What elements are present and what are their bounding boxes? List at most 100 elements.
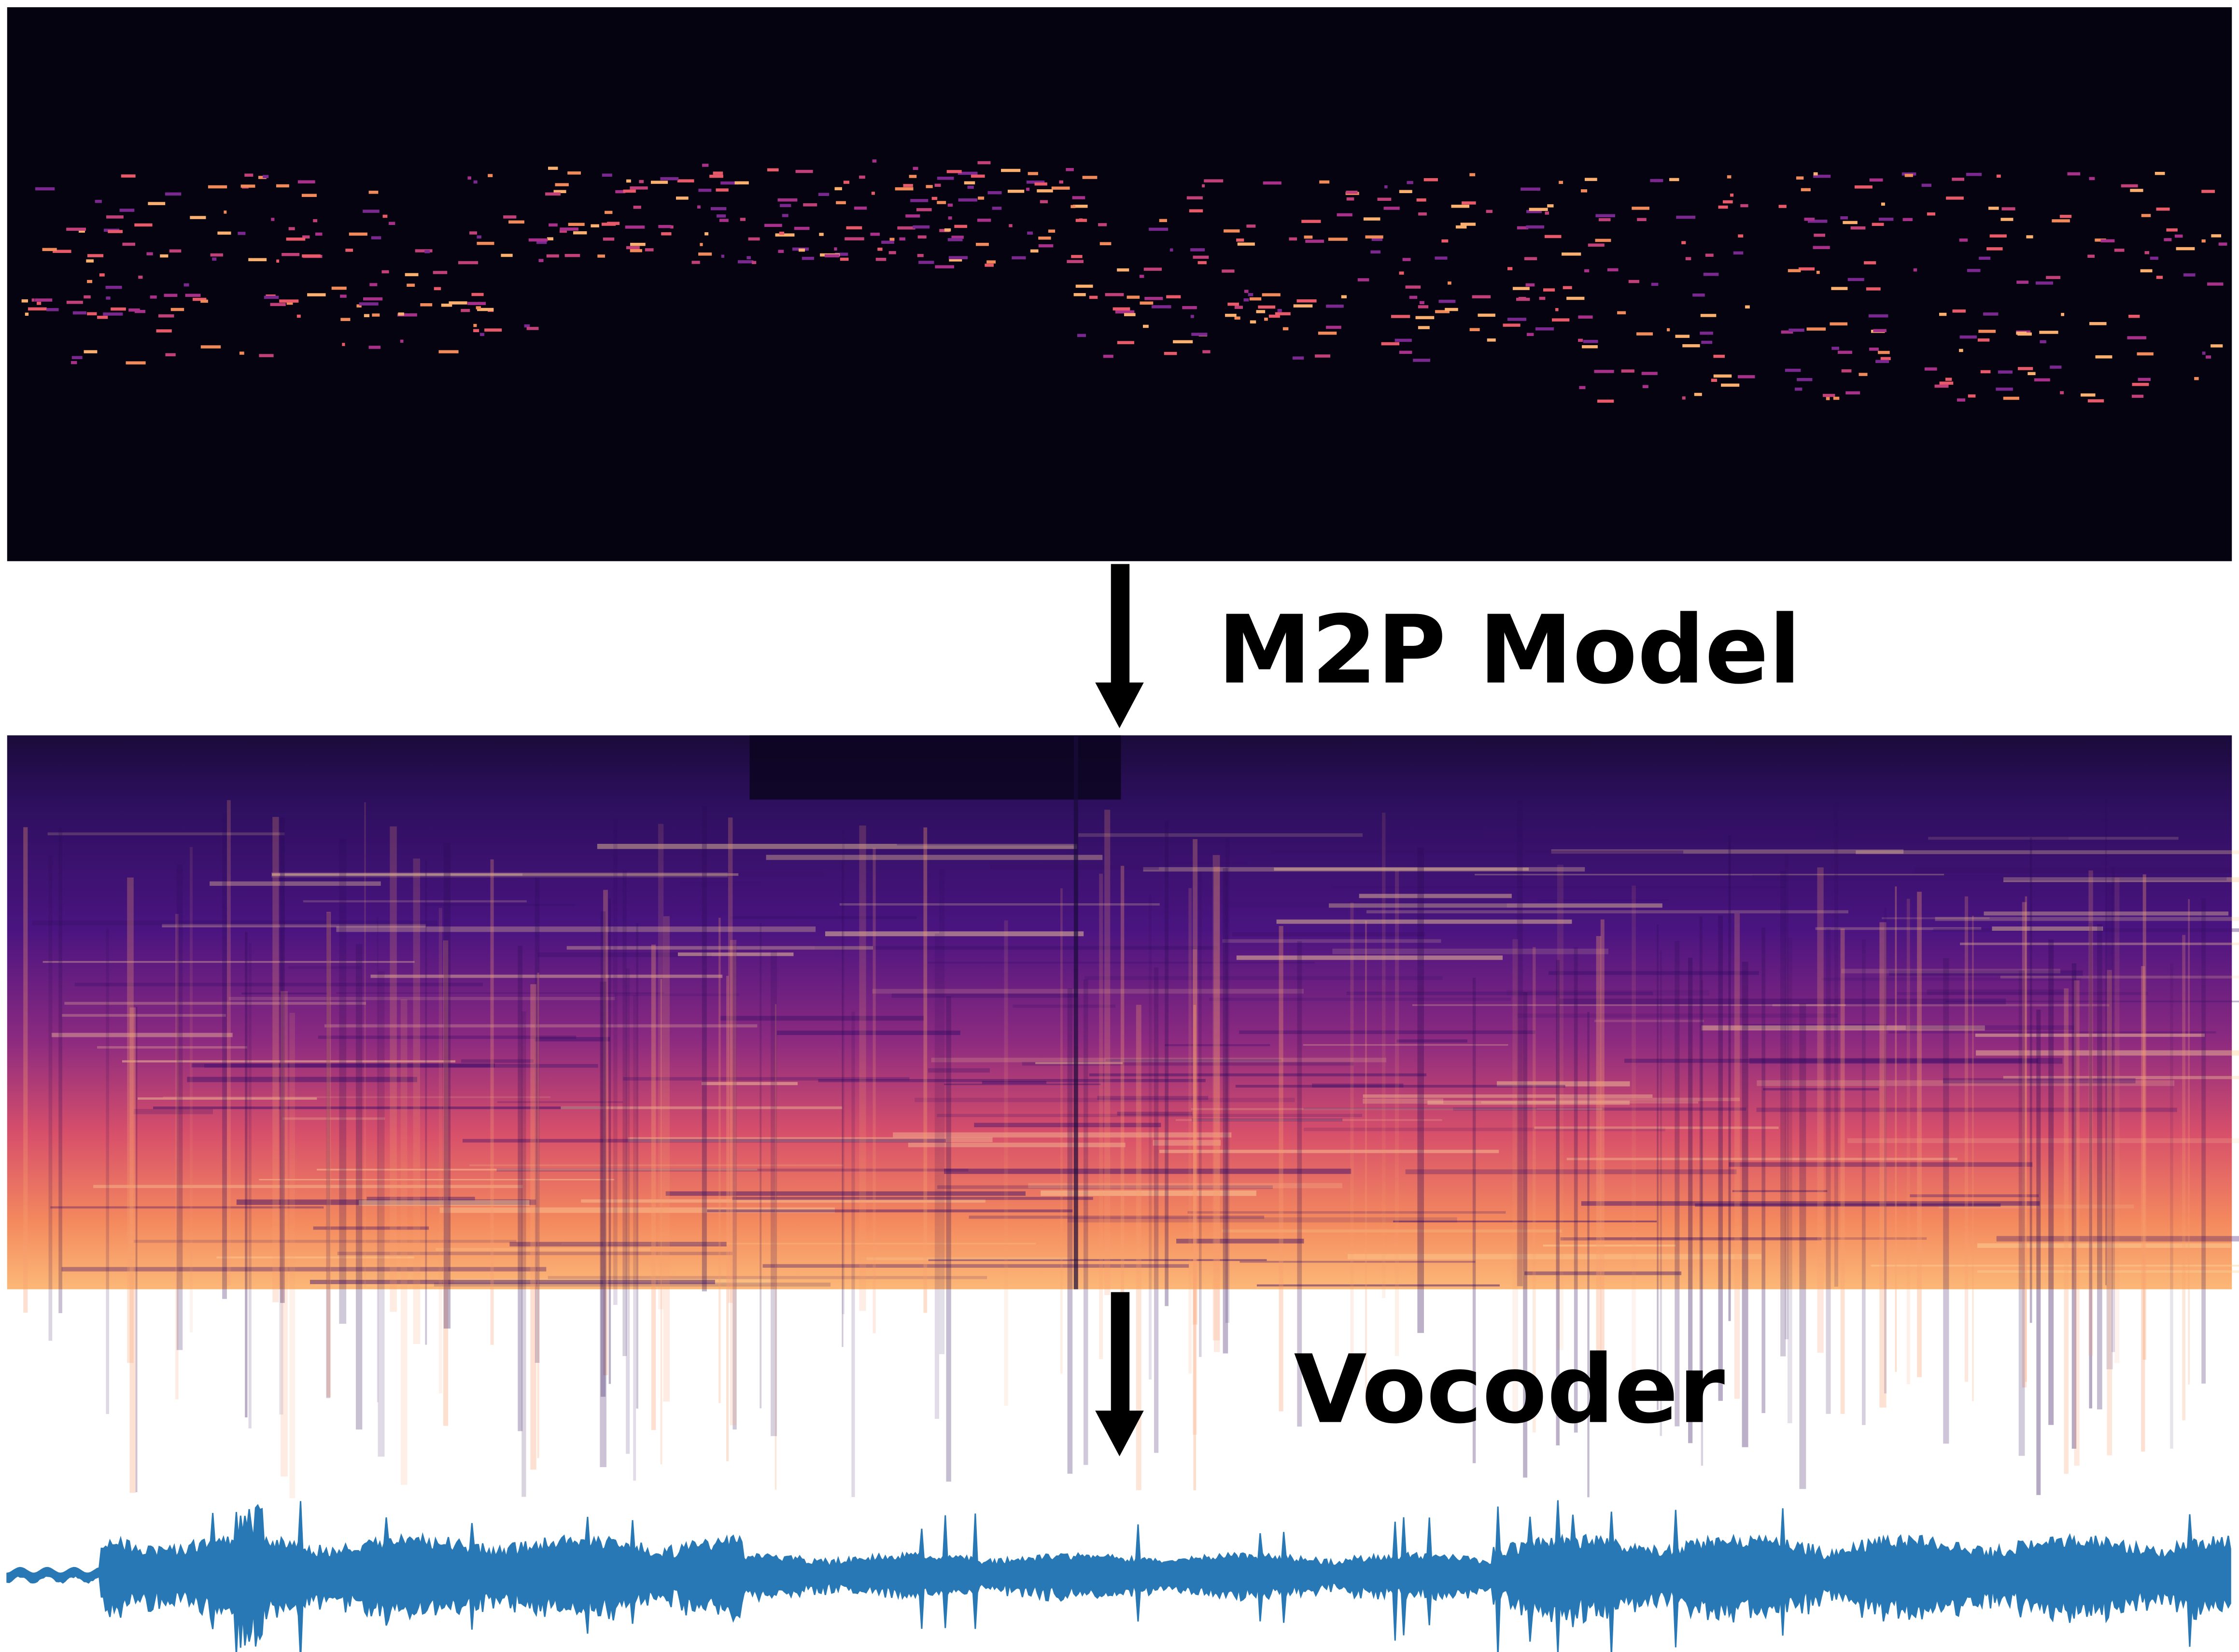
- spectrogram-column: [923, 827, 928, 1313]
- note: [1713, 374, 1732, 378]
- note: [625, 225, 645, 229]
- note: [78, 229, 85, 233]
- note: [547, 237, 553, 240]
- arrow: [1095, 1292, 1144, 1456]
- note: [676, 196, 689, 200]
- spectrogram-band: [1882, 917, 1990, 920]
- spectrogram-band: [222, 839, 508, 843]
- note: [626, 246, 640, 250]
- note: [1544, 235, 1562, 238]
- note: [313, 219, 318, 223]
- note: [949, 258, 962, 262]
- spectrogram-column: [272, 817, 279, 1302]
- note: [1435, 310, 1450, 313]
- spectrogram-band: [303, 900, 527, 903]
- spectrogram-band: [1453, 1107, 1746, 1111]
- spectrogram-band: [497, 1101, 623, 1103]
- spectrogram-column: [2170, 963, 2173, 1449]
- spectrogram-band: [1427, 1100, 1630, 1105]
- note: [97, 316, 108, 319]
- note: [1070, 205, 1076, 209]
- spectrogram-band: [204, 1064, 598, 1068]
- spectrogram-band: [259, 1179, 615, 1180]
- spectrogram-column: [1394, 870, 1399, 1356]
- note: [200, 345, 221, 349]
- note: [72, 311, 86, 315]
- note: [1391, 315, 1410, 318]
- note: [1588, 243, 1605, 247]
- spectrogram-band: [138, 1097, 317, 1100]
- note: [986, 260, 996, 264]
- note: [605, 210, 613, 214]
- spectrogram-band: [1176, 1238, 1304, 1244]
- note: [1246, 224, 1256, 228]
- note: [1667, 328, 1670, 332]
- spectrogram-band: [537, 952, 712, 957]
- note: [1830, 322, 1848, 326]
- spectrogram-column: [1895, 886, 1897, 1372]
- spectrogram-band: [969, 1216, 1265, 1219]
- spectrogram-band: [1484, 830, 1817, 836]
- spectrogram-column: [2188, 899, 2190, 1385]
- note: [1939, 381, 1954, 385]
- note: [469, 231, 478, 235]
- spectrogram-column: [289, 1012, 295, 1498]
- spectrogram-column: [2036, 1009, 2041, 1495]
- note: [1227, 302, 1239, 306]
- spectrogram-band: [1346, 992, 1653, 995]
- spectrogram-column: [1083, 980, 1088, 1465]
- spectrogram-band: [1588, 1237, 1927, 1240]
- note: [697, 205, 701, 209]
- note: [1318, 331, 1337, 335]
- note: [889, 238, 895, 241]
- note: [913, 225, 930, 229]
- spectrogram-band: [928, 1259, 1267, 1261]
- note: [2017, 332, 2032, 336]
- spectrogram-band: [97, 1046, 248, 1049]
- spectrogram-column: [438, 908, 442, 1394]
- note: [1407, 181, 1413, 184]
- note: [630, 186, 648, 190]
- note: [752, 261, 757, 265]
- note: [122, 242, 136, 246]
- note: [1075, 284, 1093, 288]
- note: [536, 240, 547, 244]
- spectrogram-band: [597, 843, 1077, 849]
- note: [1159, 219, 1167, 223]
- spectrogram-band: [1117, 1111, 1193, 1116]
- spectrogram-band: [187, 1077, 418, 1082]
- note: [342, 343, 345, 346]
- spectrogram-column: [390, 826, 397, 1312]
- note: [1301, 220, 1321, 223]
- note: [1268, 314, 1280, 318]
- spectrogram-band: [1304, 1127, 1665, 1132]
- note: [937, 201, 946, 204]
- note: [106, 296, 111, 300]
- note: [1788, 269, 1801, 272]
- note: [84, 350, 98, 353]
- spectrogram-band: [1749, 1058, 2063, 1064]
- note: [1952, 309, 1966, 313]
- spectrogram-column: [730, 939, 737, 1426]
- note: [658, 224, 672, 228]
- note: [1939, 312, 1947, 316]
- spectrogram-column: [1212, 855, 1220, 1341]
- spectrogram-column: [279, 929, 283, 1415]
- spectrogram-band: [122, 1060, 456, 1063]
- note: [1296, 299, 1317, 303]
- note: [567, 171, 581, 175]
- note: [1173, 340, 1193, 344]
- note: [591, 224, 599, 228]
- spectrogram-band: [509, 1242, 727, 1246]
- note: [746, 256, 751, 259]
- note: [1264, 317, 1268, 321]
- spectrogram-band: [51, 1033, 233, 1037]
- note: [948, 256, 968, 259]
- note: [1202, 350, 1211, 353]
- spectrogram-band: [153, 1106, 600, 1109]
- spectrogram-band: [1856, 850, 2239, 854]
- note: [1927, 212, 1935, 216]
- note: [368, 346, 381, 349]
- note: [1798, 267, 1815, 271]
- spectrogram-column: [1840, 928, 1845, 1414]
